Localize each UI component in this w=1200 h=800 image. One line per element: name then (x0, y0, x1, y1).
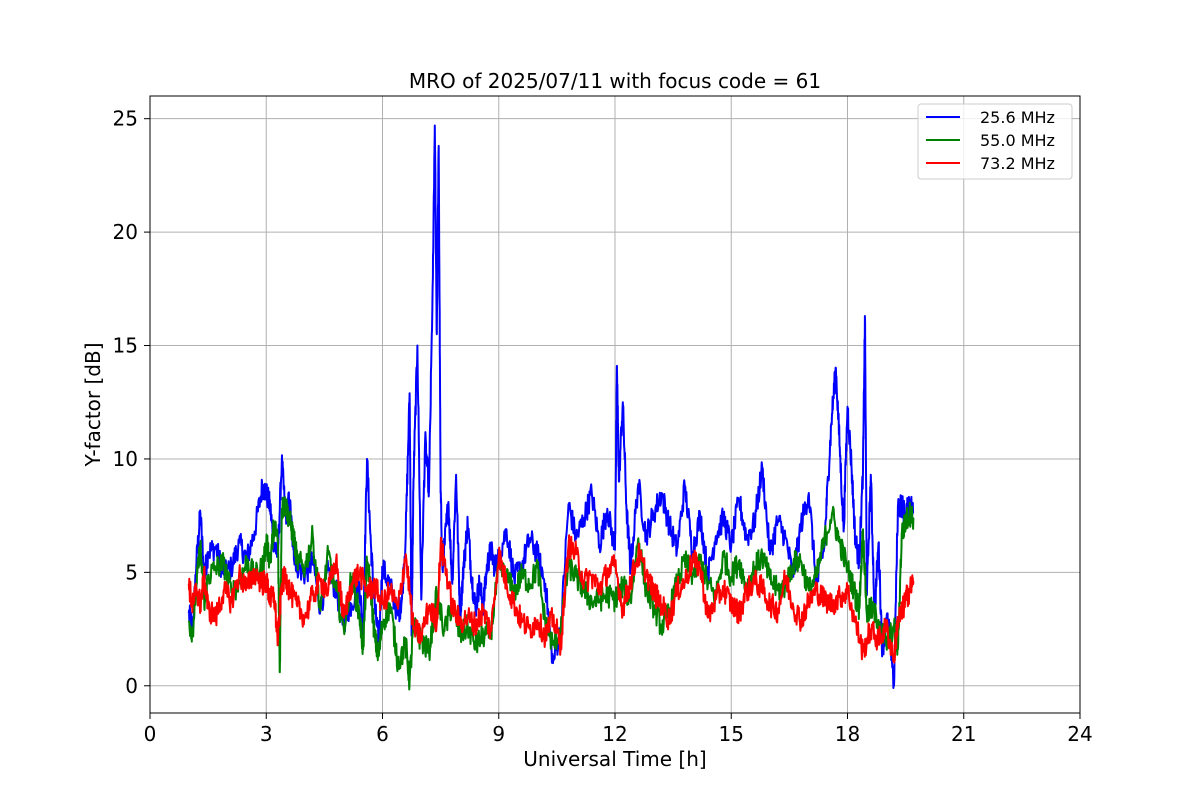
x-tick-label: 12 (602, 722, 627, 746)
legend: 25.6 MHz 55.0 MHz 73.2 MHz (917, 103, 1073, 180)
x-tick-label: 24 (1067, 722, 1092, 746)
series-line-1 (187, 496, 915, 691)
y-tick-label: 25 (113, 107, 138, 131)
x-tick-label: 18 (835, 722, 860, 746)
y-tick-label: 10 (113, 447, 138, 471)
legend-label: 73.2 MHz (980, 154, 1055, 173)
y-tick-label: 15 (113, 334, 138, 358)
x-tick-label: 21 (951, 722, 976, 746)
x-tick-label: 9 (492, 722, 505, 746)
y-tick-label: 5 (125, 560, 138, 584)
series-layer (187, 124, 915, 691)
series-line-0 (187, 124, 915, 689)
legend-label: 25.6 MHz (980, 108, 1055, 127)
chart-title: MRO of 2025/07/11 with focus code = 61 (409, 69, 821, 93)
x-tick-label: 15 (719, 722, 744, 746)
y-axis-label: Y-factor [dB] (81, 342, 105, 467)
legend-label: 55.0 MHz (980, 131, 1055, 150)
x-tick-label: 6 (376, 722, 389, 746)
series-line-2 (187, 534, 915, 664)
y-tick-label: 20 (113, 220, 138, 244)
legend-box (917, 103, 1073, 180)
plot-area (187, 124, 915, 691)
y-tick-label: 0 (125, 674, 138, 698)
x-tick-label: 0 (144, 722, 157, 746)
axis-ticks: 0 3 6 9 12 15 18 21 24 0 5 10 15 20 25 (113, 107, 1093, 746)
x-tick-label: 3 (260, 722, 273, 746)
x-axis-label: Universal Time [h] (523, 747, 706, 771)
